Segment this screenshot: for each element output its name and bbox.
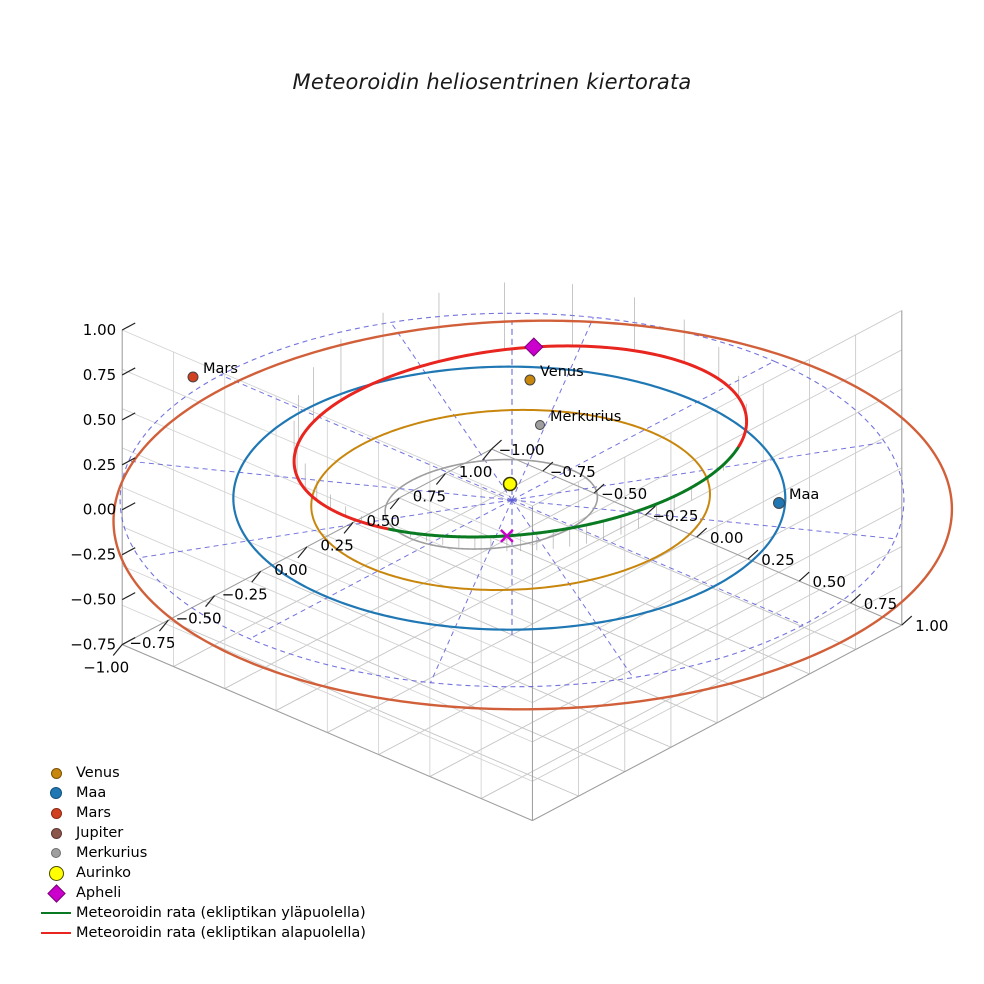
legend-line-icon xyxy=(36,912,76,914)
tick-label: −0.25 xyxy=(222,585,268,603)
legend-dot-icon xyxy=(36,807,76,819)
legend-label: Maa xyxy=(76,785,107,801)
body-label-merkurius: Merkurius xyxy=(550,409,621,425)
body-label-mars: Mars xyxy=(203,361,238,377)
tick-label: 1.00 xyxy=(83,321,116,339)
legend-dot-icon xyxy=(36,787,76,799)
tick-label: 0.25 xyxy=(761,551,794,569)
tick-label: 0.00 xyxy=(274,561,307,579)
tick-label: −0.25 xyxy=(70,546,116,564)
legend-dot-icon xyxy=(36,767,76,779)
legend-dot-icon xyxy=(36,865,76,881)
legend-label: Aurinko xyxy=(76,865,132,881)
legend-item-venus: Venus xyxy=(36,763,366,783)
tick-label: −0.75 xyxy=(70,636,116,654)
legend-line-icon xyxy=(36,932,76,934)
tick-label: −0.75 xyxy=(129,634,175,652)
legend-item-meteoroidin: Meteoroidin rata (ekliptikan yläpuolella… xyxy=(36,903,366,923)
tick-label: 0.00 xyxy=(710,529,743,547)
body-label-maa: Maa xyxy=(789,487,819,503)
tick-label: 0.50 xyxy=(83,411,116,429)
tick-label: 0.00 xyxy=(83,501,116,519)
legend-diamond-icon xyxy=(36,883,76,903)
body-marker-mars: Mars xyxy=(187,361,238,383)
tick-label: 0.25 xyxy=(83,456,116,474)
legend-label: Jupiter xyxy=(76,825,124,841)
legend: Venus Maa Mars Jupiter Merkurius Aurinko Aphel… xyxy=(36,763,366,943)
legend-label: Meteoroidin rata (ekliptikan alapuolella… xyxy=(76,925,366,941)
tick-label: 1.00 xyxy=(915,617,948,635)
axis-ticks: −0.75−0.50−0.250.000.250.500.751.00−1.00… xyxy=(70,321,948,677)
body-marker-aurinko xyxy=(502,476,518,492)
legend-item-merkurius: Merkurius xyxy=(36,843,366,863)
tick-label: 0.25 xyxy=(320,536,353,554)
tick-label: 0.75 xyxy=(83,366,116,384)
legend-item-jupiter: Jupiter xyxy=(36,823,366,843)
planet-orbits xyxy=(112,319,954,711)
tick-label: 1.00 xyxy=(459,463,492,481)
body-marker-maa: Maa xyxy=(773,487,819,509)
body-marker-merkurius: Merkurius xyxy=(535,409,621,430)
legend-item-meteoroidin: Meteoroidin rata (ekliptikan alapuolella… xyxy=(36,923,366,943)
legend-item-mars: Mars xyxy=(36,803,366,823)
legend-item-maa: Maa xyxy=(36,783,366,803)
legend-dot-icon xyxy=(36,848,76,858)
tick-label: −0.50 xyxy=(70,591,116,609)
tick-label: 0.50 xyxy=(813,573,846,591)
tick-label: 0.50 xyxy=(367,512,400,530)
tick-label: −1.00 xyxy=(499,441,545,459)
tick-label: −0.25 xyxy=(652,507,698,525)
tick-label: 0.75 xyxy=(413,488,446,506)
tick-label: −0.75 xyxy=(550,463,596,481)
tick-label: −0.50 xyxy=(601,485,647,503)
legend-item-aurinko: Aurinko xyxy=(36,863,366,883)
legend-dot-icon xyxy=(36,827,76,839)
legend-label: Venus xyxy=(76,765,120,781)
tick-label: −1.00 xyxy=(83,659,129,677)
meteoroid-orbit xyxy=(292,337,749,543)
legend-label: Meteoroidin rata (ekliptikan yläpuolella… xyxy=(76,905,366,921)
body-marker-venus: Venus xyxy=(524,364,584,386)
legend-item-apheli: Apheli xyxy=(36,883,366,903)
legend-label: Mars xyxy=(76,805,111,821)
tick-label: 0.75 xyxy=(864,595,897,613)
body-label-venus: Venus xyxy=(540,364,584,380)
legend-label: Merkurius xyxy=(76,845,148,861)
tick-label: −0.50 xyxy=(176,610,222,628)
body-markers: Venus Maa Mars Merkurius xyxy=(187,361,819,509)
legend-label: Apheli xyxy=(76,885,122,901)
chart-title: Meteoroidin heliosentrinen kiertorata xyxy=(292,70,692,94)
